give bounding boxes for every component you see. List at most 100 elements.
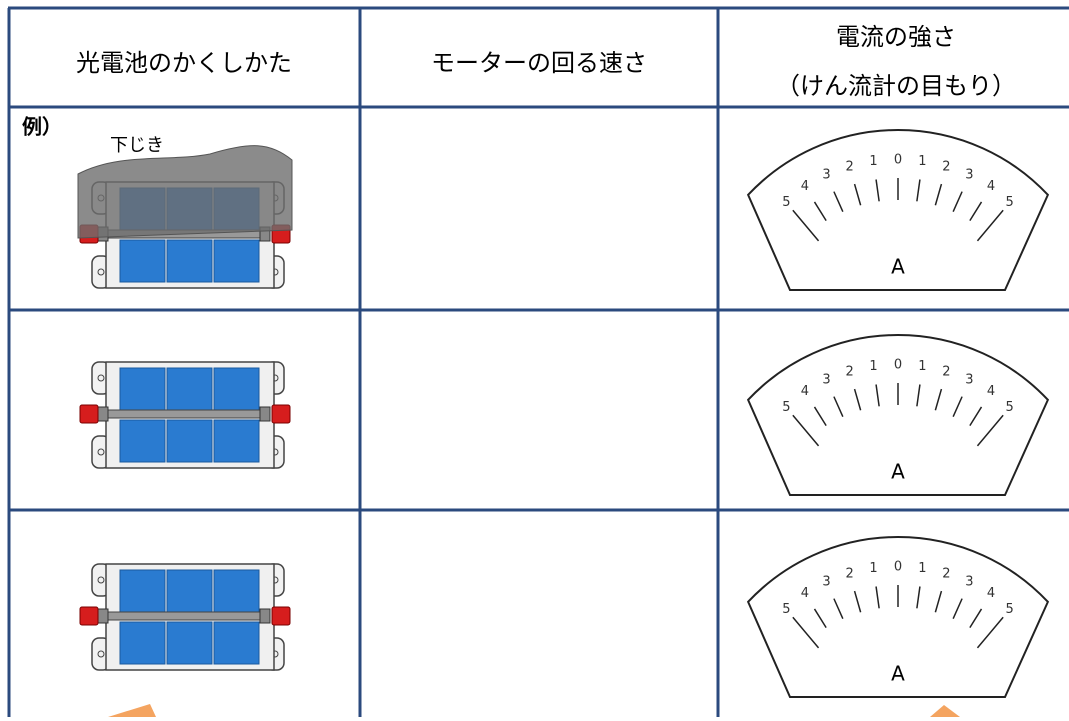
meter-scale-label: 2 (942, 566, 950, 581)
panel-hole (97, 448, 105, 456)
panel-cell (166, 239, 213, 283)
meter-tick (916, 384, 921, 407)
meter-tick (952, 396, 963, 418)
meter-scale-label: 4 (987, 179, 995, 194)
meter-scale-label: 1 (918, 561, 926, 576)
panel-cell (119, 239, 166, 283)
meter-scale-label: 5 (782, 195, 790, 210)
meter-scale-label: 3 (965, 575, 973, 590)
meter-tick (792, 616, 820, 649)
meter-scale-label: 2 (942, 159, 950, 174)
meter-tick (934, 590, 943, 613)
meter-scale-label: 5 (1005, 195, 1013, 210)
meter-scale-label: 3 (965, 168, 973, 183)
meter-frame (746, 129, 1050, 291)
header-3-sub: （けん流計の目もり） (776, 72, 1016, 100)
panel-cell (119, 367, 166, 411)
meter-tick (916, 586, 921, 609)
meter-scale-label: 4 (801, 586, 809, 601)
meter-scale-label: 4 (801, 179, 809, 194)
meter-tick (969, 608, 983, 629)
connector (271, 606, 291, 626)
meter-scale-label: 5 (782, 400, 790, 415)
header-1: 光電池のかくしかた (76, 49, 292, 77)
meter-scale-label: 1 (869, 561, 877, 576)
panel-bar (99, 409, 269, 419)
meter-scale-label: 4 (801, 384, 809, 399)
meter-tick (976, 616, 1004, 649)
meter-tick (792, 414, 820, 447)
header-3: 電流の強さ (836, 23, 956, 51)
meter-tick (875, 179, 880, 202)
arrow (930, 705, 960, 717)
panel-hole (97, 268, 105, 276)
meter-tick (952, 598, 963, 620)
header-2: モーターの回る速さ (431, 49, 647, 77)
meter-tick (833, 598, 844, 620)
meter-tick (813, 608, 827, 629)
meter-tick (833, 191, 844, 213)
panel-clip (97, 406, 109, 422)
meter-scale-label: 2 (845, 566, 853, 581)
panel-cell (119, 621, 166, 665)
meter-scale-label: 0 (894, 153, 902, 168)
meter-tick (833, 396, 844, 418)
panel-clip (259, 406, 271, 422)
meter-frame (746, 536, 1050, 698)
meter-unit: A (891, 460, 905, 484)
meter-tick (853, 388, 862, 411)
sheet (77, 145, 293, 239)
panel-cell (213, 621, 260, 665)
solar-panel (79, 361, 291, 469)
meter-scale-label: 5 (782, 602, 790, 617)
meter-scale-label: 3 (965, 373, 973, 388)
solar-panel (79, 563, 291, 671)
arrow (108, 704, 156, 717)
panel-cell (166, 621, 213, 665)
meter-scale-label: 0 (894, 560, 902, 575)
panel-bar (99, 611, 269, 621)
meter-unit: A (891, 662, 905, 686)
meter-tick (875, 384, 880, 407)
panel-cell (166, 569, 213, 613)
meter-tick (813, 201, 827, 222)
meter-tick (969, 201, 983, 222)
meter-tick (976, 414, 1004, 447)
panel-clip (97, 608, 109, 624)
panel-hole (97, 374, 105, 382)
meter-scale-label: 3 (822, 168, 830, 183)
panel-cell (119, 419, 166, 463)
meter-scale-label: 1 (869, 154, 877, 169)
meter-tick (792, 209, 820, 242)
panel-clip (259, 608, 271, 624)
meter-tick (934, 388, 943, 411)
meter-tick (916, 179, 921, 202)
table-grid (7, 6, 1069, 717)
panel-hole (97, 650, 105, 658)
meter-scale-label: 3 (822, 575, 830, 590)
connector (271, 404, 291, 424)
panel-cell (213, 367, 260, 411)
panel-cell (213, 569, 260, 613)
solar-panel (77, 145, 293, 289)
meter-scale-label: 2 (845, 364, 853, 379)
panel-cell (166, 419, 213, 463)
meter-tick (853, 183, 862, 206)
panel-cell (166, 367, 213, 411)
meter-tick (853, 590, 862, 613)
sheet-label: 下じき (110, 135, 164, 156)
panel-cell (213, 419, 260, 463)
meter-tick (969, 406, 983, 427)
connector (79, 606, 99, 626)
meter-scale-label: 5 (1005, 602, 1013, 617)
panel-cell (213, 239, 260, 283)
meter-scale-label: 1 (918, 359, 926, 374)
panel-cell (119, 569, 166, 613)
meter-scale-label: 1 (918, 154, 926, 169)
meter-tick (934, 183, 943, 206)
meter-scale-label: 4 (987, 586, 995, 601)
